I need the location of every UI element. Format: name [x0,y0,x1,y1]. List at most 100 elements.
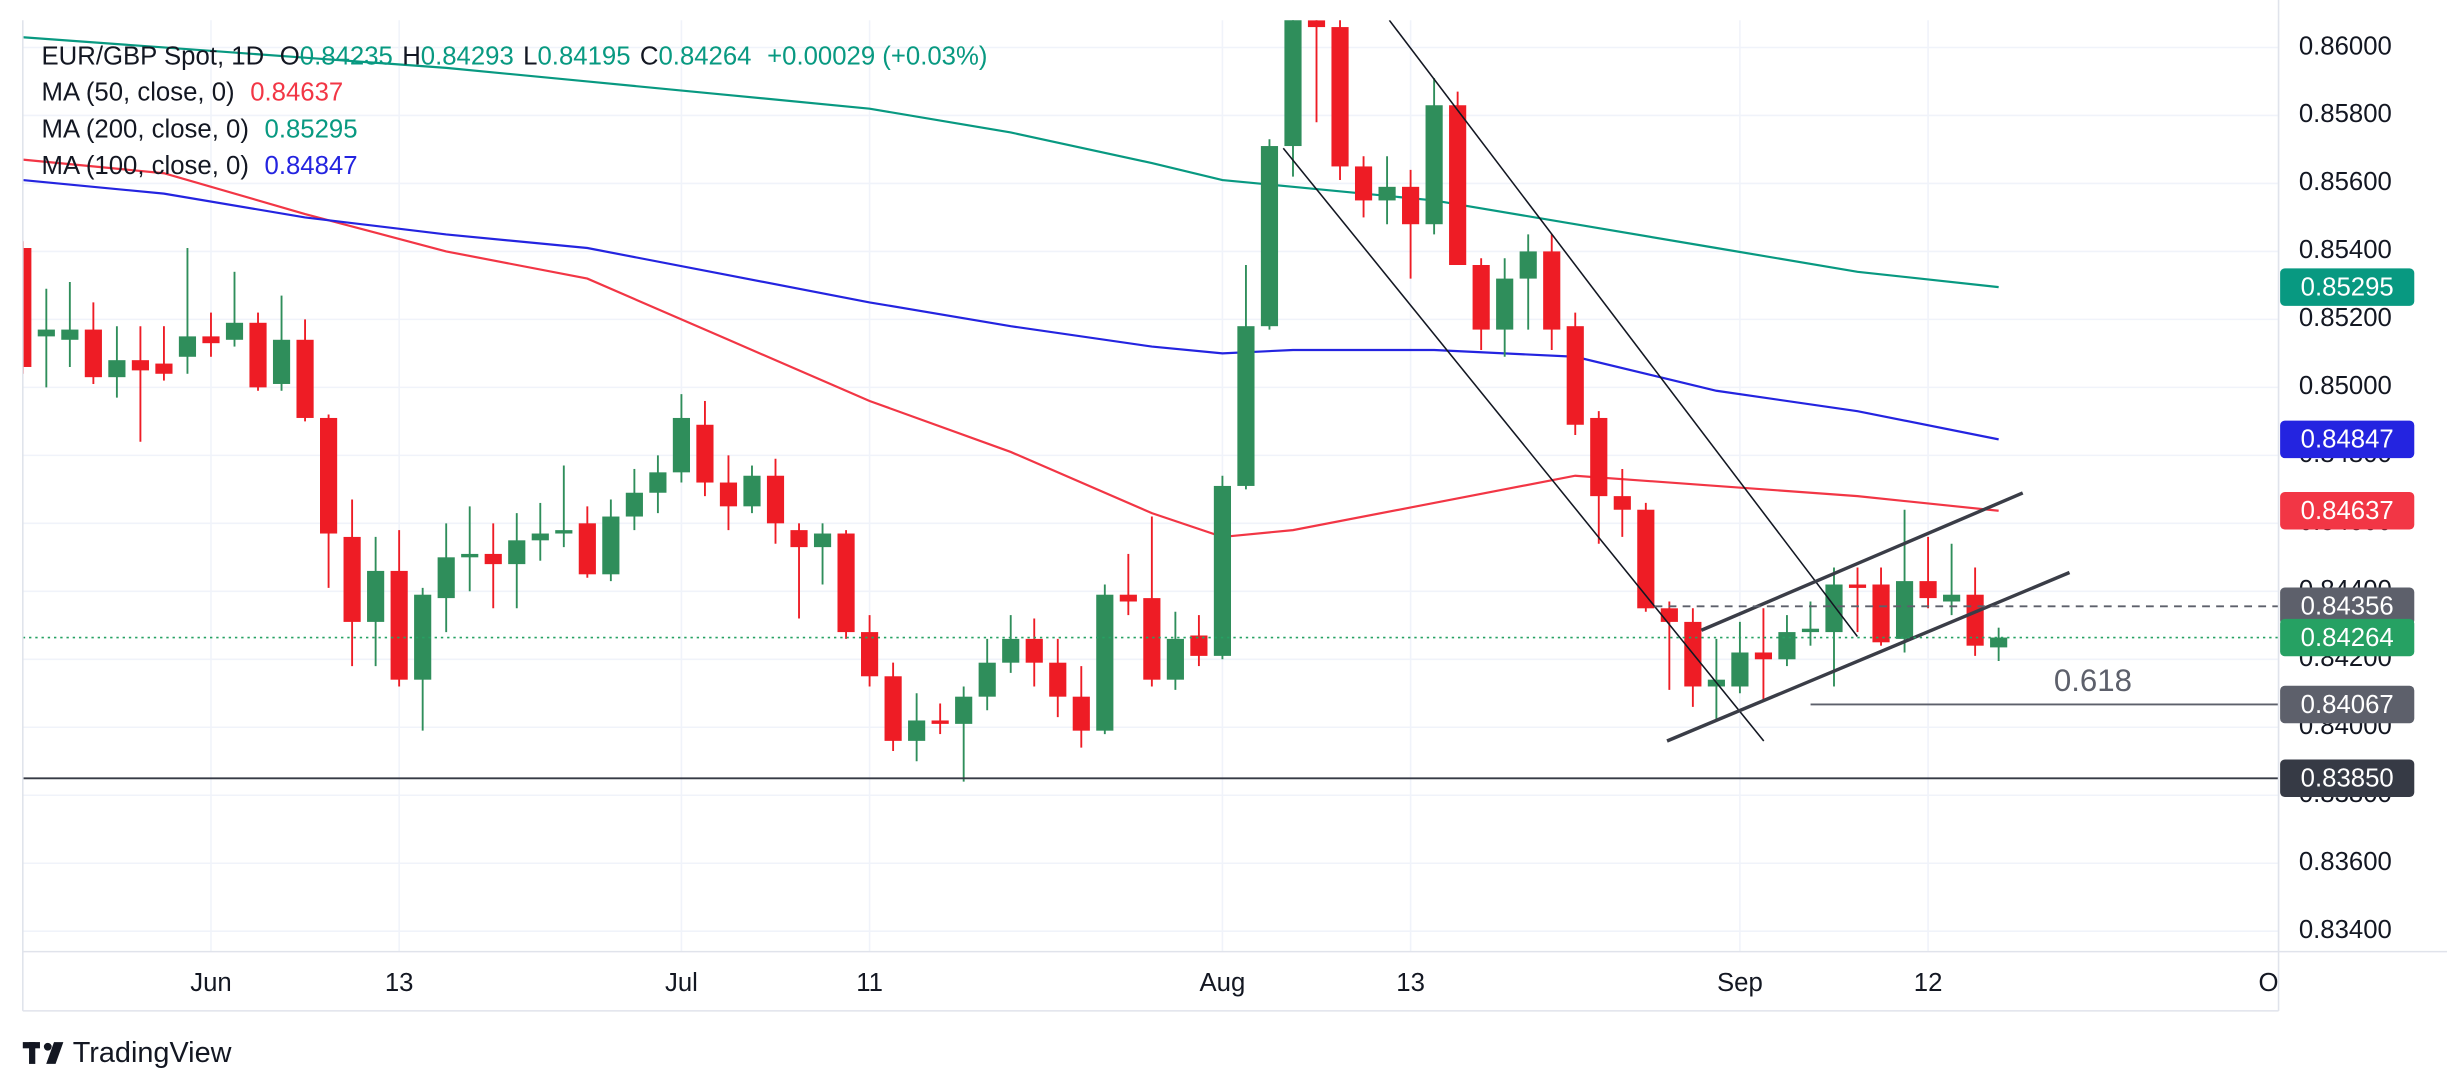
candle-body [1472,265,1490,330]
price-badge-label: 0.84264 [2301,624,2394,652]
ohlc-value: 0.84195 [537,43,630,71]
moving-average-line [22,158,1999,539]
price-badge [2280,268,2415,306]
price-badge-label: 0.84067 [2301,691,2394,719]
candle-body [37,329,55,337]
price-badges: 0.84637 0.85295 0.84847 0.84356 0.84067 0.838… [2280,268,2415,797]
candle-body [790,530,808,548]
y-tick-label: 0.83600 [2299,848,2392,876]
candle-body [508,540,526,565]
price-badge-label: 0.84847 [2301,426,2394,454]
x-tick-label: Jun [190,969,232,997]
price-badge [2280,759,2415,797]
legend-name: MA (200, close, 0) [42,115,249,143]
price-badge-label: 0.83850 [2301,765,2394,793]
x-tick-label: Aug [1200,969,1246,997]
candle-body [1566,326,1584,425]
candle-body [555,530,573,534]
candle-body [178,336,197,357]
price-badge-label: 0.84356 [2301,593,2394,621]
legend-name: MA (50, close, 0) [42,78,235,106]
candle-body [61,329,79,340]
candle-body [1237,326,1255,486]
candle-body [249,322,267,388]
candle-body [1637,509,1655,609]
y-tick-label: 0.83400 [2299,916,2392,944]
logo-part [29,1042,36,1064]
candle-body [672,417,690,473]
candle-body [1072,696,1090,731]
fib-label: 0.618 [2054,663,2132,698]
time-axis: Jun 13 Jul 11 Aug 13 Sep 12 Oct [190,969,2278,997]
candle-body [955,696,973,724]
candle-body [837,533,855,633]
brand: TradingView [22,1037,232,1069]
axes: Jun 13 Jul 11 Aug 13 Sep 12 Oct 0.86000 0.85800 0.8… [190,32,2392,997]
candle-body [1990,637,2008,648]
candle-body [1801,628,1820,633]
ohlc-key: L [523,43,537,71]
candle-body [1613,496,1631,510]
channel-line [1282,147,1765,742]
candle-body [1872,584,1890,643]
x-tick-label: 13 [385,969,414,997]
x-tick-label: 12 [1914,969,1943,997]
plot-area: 0.618 [22,20,2279,782]
legend-entry: MA (50, close, 0) 0.84637 [42,78,344,106]
candle-body [1825,584,1843,633]
candle-body [1002,638,1020,663]
candle-body [22,248,32,367]
grid [22,20,2280,952]
candle-body [1378,186,1396,201]
candle-body [861,632,879,677]
candle-body [719,482,738,507]
candle-body [202,336,220,344]
trend-drawings [1282,20,2071,743]
candle-body [1425,105,1443,225]
legend-entry: MA (100, close, 0) 0.84847 [42,152,358,180]
price-lines: 0.618 [22,605,2279,780]
candle-body [296,339,314,418]
candle-body [131,360,149,371]
candle-body [1848,584,1867,588]
x-tick-label: Sep [1717,969,1763,997]
candle-body [1354,166,1373,201]
candle-body [367,570,385,622]
moving-average-line [22,36,1999,289]
candle-body [390,570,408,680]
candle-body [225,322,244,340]
candle-body [1449,105,1467,266]
channel-line [1388,20,1858,637]
candle-body [813,533,832,548]
candle-body [1731,652,1749,687]
price-badge [2280,685,2415,724]
candle-body [1895,581,1914,639]
logo-part [46,1042,64,1064]
candle-body [1260,146,1279,327]
candle-body [1307,20,1326,28]
y-tick-label: 0.86000 [2299,32,2392,60]
price-badge [2280,587,2415,625]
candle-body [1213,485,1232,656]
legend-entry: MA (200, close, 0) 0.85295 [42,115,358,143]
candle-body [437,557,455,599]
candle-body [978,662,996,697]
candle-body [931,720,949,724]
candle-body [1778,632,1796,660]
legend-value: 0.85295 [265,115,358,143]
price-badge [2280,420,2415,459]
ohlc-key: O [280,43,300,71]
y-tick-label: 0.85400 [2299,236,2392,264]
candles [22,20,2008,782]
candle-body [108,360,126,378]
candle-body [696,424,714,483]
channel-line [1700,491,2024,632]
ohlc-value: 0.84293 [421,43,514,71]
candle-body [1025,638,1043,663]
moving-average-line [22,178,1999,441]
candle-body [1119,594,1137,602]
candle-body [1543,251,1561,330]
candle-body [1590,417,1608,497]
candle-body [1966,594,1984,646]
